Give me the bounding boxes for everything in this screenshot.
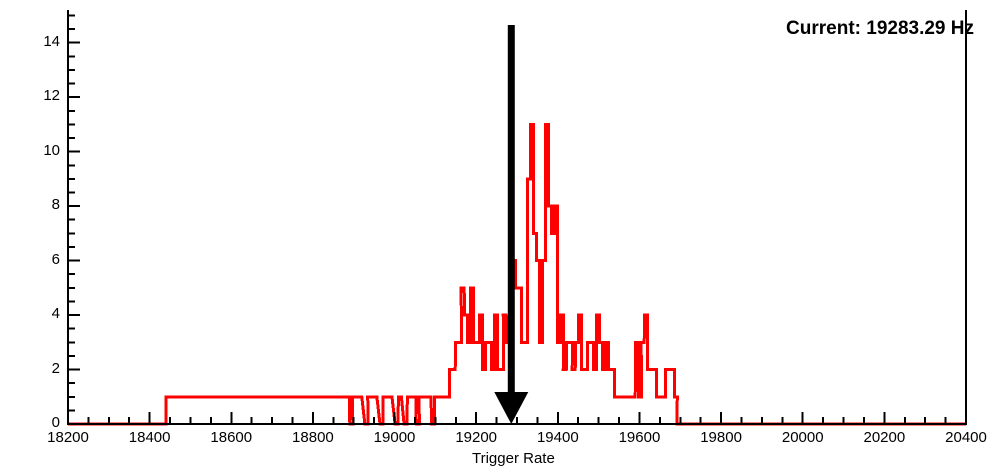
y-tick-label: 10 bbox=[43, 141, 60, 159]
x-tick-label: 19200 bbox=[455, 429, 498, 446]
x-tick-label: 18400 bbox=[128, 429, 171, 446]
y-tick-label: 0 bbox=[51, 414, 60, 431]
x-tick-label: 18200 bbox=[47, 429, 89, 446]
x-tick-label: 19800 bbox=[700, 429, 742, 446]
x-tick-label: 20400 bbox=[945, 429, 987, 446]
y-tick-label: 8 bbox=[51, 196, 60, 214]
y-tick-label: 2 bbox=[51, 359, 60, 377]
y-tick-label: 12 bbox=[43, 87, 60, 105]
x-tick-label: 20200 bbox=[863, 429, 906, 446]
x-tick-label: 18800 bbox=[292, 429, 334, 446]
axis-frame bbox=[67, 10, 967, 425]
chart-title: Current: 19283.29 Hz bbox=[786, 18, 974, 39]
x-tick-label: 20000 bbox=[781, 429, 824, 446]
x-tick-label: 18600 bbox=[210, 429, 253, 446]
current-rate-arrow bbox=[494, 25, 529, 424]
histogram-series bbox=[68, 122, 966, 426]
y-tick-label: 6 bbox=[51, 250, 60, 268]
y-tick-label: 14 bbox=[43, 32, 60, 50]
y-tick-label: 4 bbox=[51, 305, 60, 323]
x-tick-label: 19600 bbox=[618, 429, 661, 446]
x-axis-label: Trigger Rate bbox=[472, 450, 555, 467]
x-tick-label: 19400 bbox=[536, 429, 579, 446]
x-tick-label: 19000 bbox=[373, 429, 416, 446]
